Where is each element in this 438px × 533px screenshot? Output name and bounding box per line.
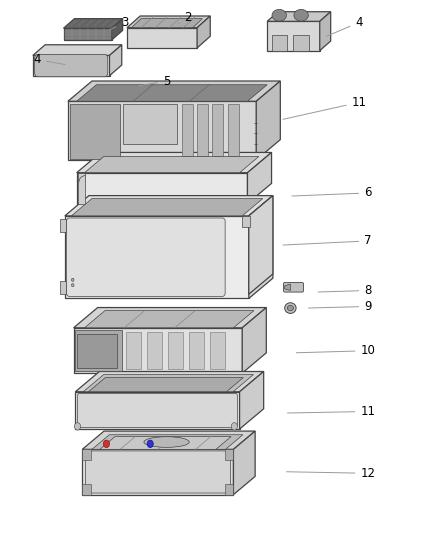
Text: 3: 3 xyxy=(110,16,128,30)
Polygon shape xyxy=(242,216,250,227)
Polygon shape xyxy=(33,55,110,76)
Polygon shape xyxy=(131,19,202,28)
FancyBboxPatch shape xyxy=(85,451,230,493)
Polygon shape xyxy=(267,12,331,21)
Polygon shape xyxy=(240,372,264,429)
Circle shape xyxy=(231,423,237,430)
Polygon shape xyxy=(74,308,266,328)
Polygon shape xyxy=(71,199,263,216)
Ellipse shape xyxy=(272,10,286,21)
Polygon shape xyxy=(320,12,331,51)
Polygon shape xyxy=(112,19,123,40)
Polygon shape xyxy=(92,100,139,107)
Ellipse shape xyxy=(285,303,296,313)
Text: 2: 2 xyxy=(177,11,192,24)
Polygon shape xyxy=(75,372,264,392)
Ellipse shape xyxy=(144,437,189,447)
FancyBboxPatch shape xyxy=(78,393,237,427)
Polygon shape xyxy=(110,45,122,76)
Circle shape xyxy=(74,423,81,430)
Polygon shape xyxy=(92,435,243,449)
Polygon shape xyxy=(242,308,266,373)
Polygon shape xyxy=(60,281,66,294)
Text: 11: 11 xyxy=(287,405,375,418)
Polygon shape xyxy=(123,104,177,144)
Polygon shape xyxy=(82,431,255,449)
Polygon shape xyxy=(85,157,259,173)
Polygon shape xyxy=(233,431,255,495)
Polygon shape xyxy=(64,28,112,40)
Polygon shape xyxy=(212,104,223,156)
Polygon shape xyxy=(126,332,141,369)
Polygon shape xyxy=(116,107,127,131)
Polygon shape xyxy=(60,219,66,232)
Polygon shape xyxy=(256,81,280,160)
Polygon shape xyxy=(168,332,183,369)
Polygon shape xyxy=(94,100,113,107)
Polygon shape xyxy=(75,330,122,371)
Text: 7: 7 xyxy=(283,235,372,247)
Bar xyxy=(225,484,233,495)
Text: 4: 4 xyxy=(33,53,65,66)
Ellipse shape xyxy=(294,10,308,21)
Polygon shape xyxy=(88,377,243,392)
Polygon shape xyxy=(33,45,122,55)
Polygon shape xyxy=(75,392,240,429)
Polygon shape xyxy=(77,334,117,368)
Polygon shape xyxy=(197,104,208,156)
Text: 8: 8 xyxy=(318,284,371,297)
Bar xyxy=(82,449,91,460)
Polygon shape xyxy=(65,216,249,298)
Text: 4: 4 xyxy=(327,16,363,36)
FancyBboxPatch shape xyxy=(67,218,225,296)
Polygon shape xyxy=(77,173,247,204)
Text: 12: 12 xyxy=(286,467,375,480)
Polygon shape xyxy=(182,104,193,156)
Polygon shape xyxy=(197,16,210,48)
Polygon shape xyxy=(68,101,256,160)
Text: 9: 9 xyxy=(308,300,372,313)
Polygon shape xyxy=(77,152,272,173)
FancyBboxPatch shape xyxy=(35,54,108,77)
Polygon shape xyxy=(272,35,287,51)
Polygon shape xyxy=(249,196,273,294)
Polygon shape xyxy=(82,449,233,495)
Circle shape xyxy=(71,284,74,287)
Polygon shape xyxy=(147,332,162,369)
Polygon shape xyxy=(94,107,105,131)
Text: 5: 5 xyxy=(138,75,170,87)
Polygon shape xyxy=(267,21,320,51)
Polygon shape xyxy=(189,332,204,369)
Polygon shape xyxy=(70,104,120,159)
Polygon shape xyxy=(78,173,85,204)
Bar xyxy=(82,484,91,495)
Text: 6: 6 xyxy=(292,187,372,199)
Polygon shape xyxy=(228,104,239,156)
Polygon shape xyxy=(210,332,225,369)
Polygon shape xyxy=(100,437,231,449)
Polygon shape xyxy=(64,19,123,28)
Polygon shape xyxy=(249,196,273,298)
Circle shape xyxy=(71,278,74,281)
Polygon shape xyxy=(127,16,210,28)
Polygon shape xyxy=(85,311,254,328)
Circle shape xyxy=(103,440,110,448)
Text: 11: 11 xyxy=(283,96,367,119)
Polygon shape xyxy=(77,85,267,101)
Polygon shape xyxy=(74,328,242,373)
Circle shape xyxy=(147,440,153,448)
Polygon shape xyxy=(116,100,135,107)
Polygon shape xyxy=(293,35,309,51)
Polygon shape xyxy=(83,375,254,392)
Ellipse shape xyxy=(287,305,293,311)
Polygon shape xyxy=(247,152,272,204)
Polygon shape xyxy=(285,284,290,290)
Bar xyxy=(225,449,233,460)
Polygon shape xyxy=(127,28,197,48)
Polygon shape xyxy=(65,196,273,216)
Polygon shape xyxy=(68,81,280,101)
FancyBboxPatch shape xyxy=(283,282,304,292)
Text: 10: 10 xyxy=(296,344,375,357)
